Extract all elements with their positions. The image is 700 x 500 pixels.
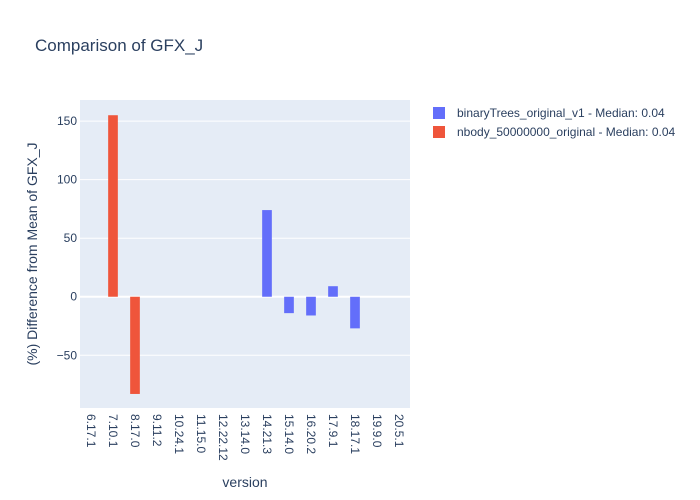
- x-tick-label-6: 12.22.12: [216, 414, 230, 461]
- x-tick-label-2: 8.17.0: [128, 414, 142, 448]
- x-tick-label-7: 13.14.0: [238, 414, 252, 454]
- x-tick-label-1: 7.10.1: [106, 414, 120, 448]
- x-tick-label-13: 19.9.0: [370, 414, 384, 448]
- legend-label-0: binaryTrees_original_v1 - Median: 0.04: [457, 106, 665, 120]
- y-axis-title: (%) Difference from Mean of GFX_J: [24, 142, 40, 365]
- bars: [108, 115, 360, 394]
- legend-label-1: nbody_50000000_original - Median: 0.04: [457, 125, 675, 139]
- x-tick-label-10: 16.20.2: [304, 414, 318, 454]
- legend-swatch-1: [433, 126, 445, 138]
- bar-series0-18.17.1: [350, 296, 360, 329]
- bar-series0-14.21.3: [262, 210, 272, 297]
- plot-area: [80, 100, 410, 408]
- bar-series0-17.9.1: [328, 286, 338, 297]
- x-tick-label-5: 11.15.0: [194, 414, 208, 453]
- y-tick-label-1: 0: [70, 290, 77, 304]
- bar-series0-15.14.0: [284, 296, 294, 314]
- y-tick-label-3: 100: [57, 173, 77, 187]
- x-axis-title: version: [222, 474, 267, 490]
- y-tick-labels: −50 0 50 100 150: [57, 114, 78, 362]
- x-tick-label-3: 9.11.2: [150, 414, 164, 447]
- x-tick-label-8: 14.21.3: [260, 414, 274, 454]
- y-tick-label-4: 150: [57, 114, 77, 128]
- bar-series1-8.17.0: [130, 296, 140, 394]
- x-tick-label-11: 17.9.1: [326, 414, 340, 448]
- bar-series0-16.20.2: [306, 296, 316, 316]
- x-tick-label-4: 10.24.1: [172, 414, 186, 454]
- legend: binaryTrees_original_v1 - Median: 0.04 nb…: [433, 106, 675, 139]
- legend-swatch-0: [433, 107, 445, 119]
- x-tick-label-9: 15.14.0: [282, 414, 296, 454]
- x-tick-label-0: 6.17.1: [84, 414, 98, 448]
- y-tick-label-0: −50: [57, 348, 78, 362]
- x-tick-label-14: 20.5.1: [392, 414, 406, 448]
- chart-title: Comparison of GFX_J: [35, 36, 203, 55]
- y-tick-label-2: 50: [64, 231, 78, 245]
- bar-series1-7.10.1: [108, 115, 118, 297]
- x-tick-labels: 6.17.1 7.10.1 8.17.0 9.11.2 10.24.1 11.15.0 12…: [84, 414, 406, 461]
- x-tick-label-12: 18.17.1: [348, 414, 362, 454]
